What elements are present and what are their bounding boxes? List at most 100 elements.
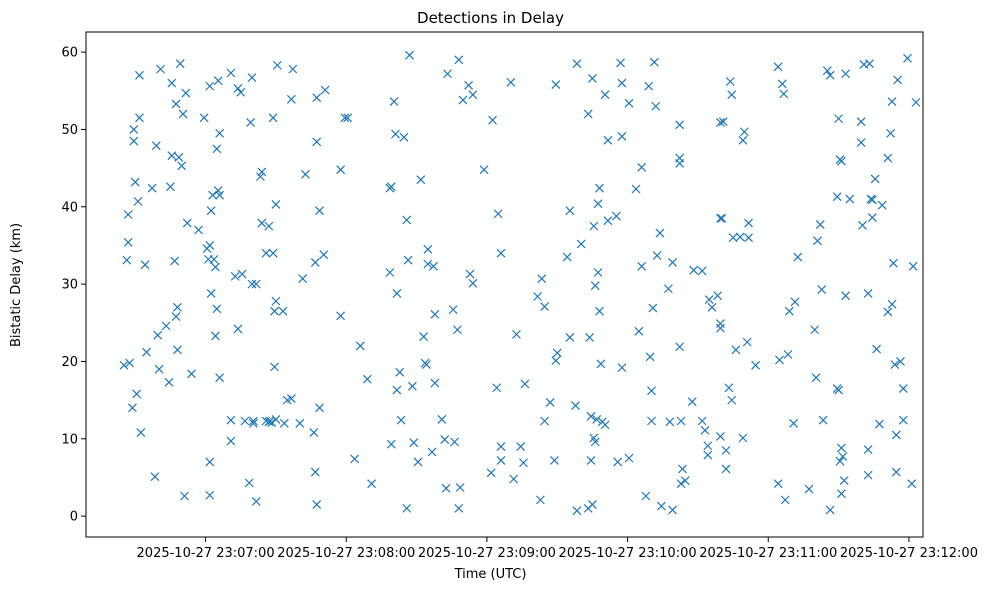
data-point <box>336 165 346 175</box>
data-point <box>496 442 506 451</box>
data-point <box>656 501 666 511</box>
data-point <box>386 439 396 449</box>
data-point <box>212 304 222 314</box>
data-point <box>836 443 846 453</box>
data-point <box>700 425 710 435</box>
data-point <box>783 350 793 359</box>
data-point <box>443 69 452 79</box>
data-point <box>665 417 675 427</box>
data-point <box>832 192 842 202</box>
data-point <box>600 420 610 430</box>
chart-title: Detections in Delay <box>417 9 564 27</box>
data-point <box>883 307 893 317</box>
data-point <box>486 468 496 478</box>
data-point <box>286 394 296 403</box>
data-point <box>550 456 559 465</box>
data-point <box>174 152 184 162</box>
data-point <box>340 113 350 123</box>
data-point <box>171 312 181 322</box>
data-point <box>911 97 921 107</box>
data-point <box>867 195 877 205</box>
data-point <box>634 326 644 336</box>
data-point <box>898 415 908 425</box>
data-point <box>645 352 655 362</box>
data-point <box>257 218 267 228</box>
data-point <box>717 213 727 223</box>
data-point <box>205 241 215 250</box>
data-point <box>164 377 174 387</box>
data-point <box>572 506 582 516</box>
data-point <box>863 445 873 455</box>
data-point <box>697 416 707 426</box>
data-point <box>454 503 464 513</box>
data-point <box>386 182 396 192</box>
data-point <box>703 441 713 451</box>
x-tick-label: 2025-10-27 23:10:00 <box>559 546 697 561</box>
data-point <box>540 416 550 426</box>
data-point <box>727 395 737 405</box>
data-point <box>676 479 686 489</box>
data-point <box>395 367 405 377</box>
data-point <box>624 453 634 463</box>
data-point <box>422 360 431 369</box>
data-point <box>777 79 787 89</box>
data-point <box>154 364 164 374</box>
data-point <box>286 94 296 104</box>
data-point <box>663 284 673 294</box>
data-point <box>209 254 219 264</box>
data-point <box>178 109 188 119</box>
data-point <box>724 383 734 393</box>
data-point <box>167 151 177 161</box>
data-point <box>301 169 310 179</box>
data-point <box>893 75 903 85</box>
data-point <box>295 418 305 428</box>
data-point <box>319 250 329 260</box>
data-point <box>205 490 215 500</box>
data-point <box>392 385 402 395</box>
data-point <box>721 445 731 455</box>
data-point <box>586 456 596 465</box>
data-point <box>310 258 320 267</box>
data-point <box>738 433 748 443</box>
data-point <box>362 374 372 384</box>
data-point <box>680 476 690 485</box>
data-point <box>464 80 474 90</box>
data-point <box>343 113 353 123</box>
x-tick-label: 2025-10-27 23:11:00 <box>699 546 837 561</box>
data-point <box>520 379 530 389</box>
data-point <box>617 131 627 141</box>
data-point <box>613 457 623 467</box>
data-point <box>165 182 175 192</box>
data-point <box>572 59 582 69</box>
x-tick-label: 2025-10-27 23:12:00 <box>840 546 978 561</box>
data-point <box>142 347 151 357</box>
y-axis-label: Bistatic Delay (km) <box>9 223 24 347</box>
data-point <box>367 479 376 489</box>
data-point <box>215 128 225 138</box>
data-point <box>587 500 597 509</box>
data-point <box>233 324 243 334</box>
data-point <box>744 233 753 243</box>
data-point <box>205 81 215 91</box>
data-point <box>180 491 189 501</box>
data-point <box>212 144 222 154</box>
data-point <box>135 70 144 80</box>
data-point <box>512 329 521 339</box>
x-tick-label: 2025-10-27 23:08:00 <box>277 546 415 561</box>
data-point <box>278 306 288 316</box>
data-point <box>403 255 413 265</box>
data-point <box>856 138 866 148</box>
data-point <box>721 464 731 474</box>
x-axis-ticks: 2025-10-27 23:07:00 2025-10-27 23:08:00 20… <box>137 537 978 561</box>
data-point <box>825 505 835 515</box>
data-point <box>516 442 526 451</box>
data-point <box>175 59 185 69</box>
data-point <box>336 311 346 321</box>
data-point <box>744 218 753 228</box>
data-point <box>233 84 243 93</box>
data-point <box>641 491 651 501</box>
data-point <box>129 136 139 146</box>
data-point <box>834 114 844 124</box>
data-point <box>865 59 874 69</box>
data-point <box>132 389 142 399</box>
